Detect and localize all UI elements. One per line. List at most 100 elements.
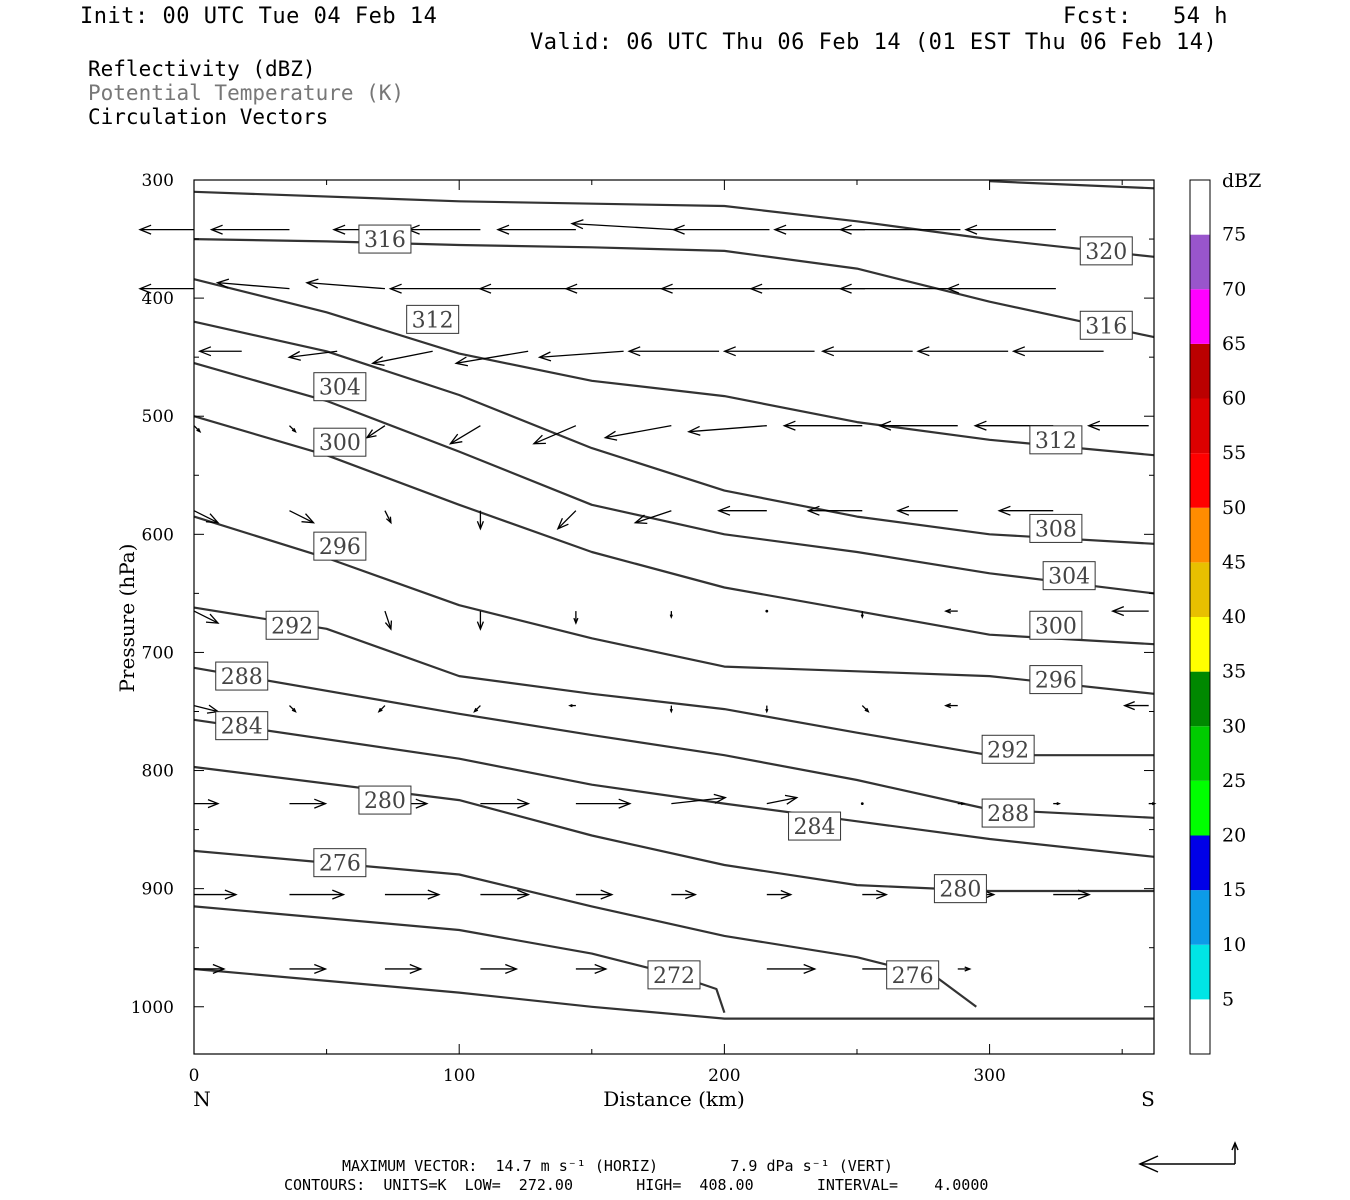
vector-dot [765, 609, 769, 613]
vector-1 [209, 224, 290, 235]
contour-label-box [313, 531, 367, 561]
vector-arrowhead [384, 620, 393, 631]
vector-dot [860, 802, 864, 806]
vector-47 [717, 505, 767, 516]
vector-25 [627, 346, 720, 357]
vector-56 [669, 611, 673, 619]
contour-label-box [1079, 236, 1133, 266]
contour-label-text: 284 [221, 715, 263, 740]
vector-84 [384, 889, 441, 900]
vector-arrowhead [305, 278, 319, 289]
vector-arrowhead [517, 889, 531, 900]
vector-40 [1086, 420, 1149, 431]
circulation-vectors [138, 219, 1157, 975]
colorbar-level-40: 40 [1222, 606, 1246, 628]
contour-label-19: 276 [313, 848, 367, 878]
contour-label-3: 316 [1079, 310, 1133, 340]
vector-83 [289, 889, 346, 900]
contour-label-box [313, 848, 367, 878]
contour-label-1: 320 [1079, 236, 1133, 266]
vector-arrowhead [448, 433, 463, 445]
colorbar-swatch-12 [1190, 343, 1210, 399]
colorbar-level-70: 70 [1222, 278, 1246, 300]
contour-line-292-6 [193, 606, 1154, 757]
contour-label-text: 280 [364, 789, 406, 814]
vector-38 [878, 420, 958, 431]
contour-label-box [1029, 513, 1083, 543]
colorbar-level-65: 65 [1222, 333, 1246, 355]
vector-28 [916, 346, 1009, 357]
contour-line-308-10 [193, 320, 1155, 545]
vector-26 [722, 346, 815, 357]
vector-shaft [539, 350, 624, 358]
vector-shaft [193, 510, 219, 524]
contour-label-16: 280 [358, 785, 412, 815]
contour-line-296-7 [193, 515, 1155, 695]
contour-line-320-13 [193, 190, 1155, 258]
colorbar-swatch-14 [1190, 234, 1210, 290]
contour-label-12: 288 [215, 661, 269, 691]
vector-63 [377, 705, 386, 713]
colorbar-swatch-9 [1190, 507, 1210, 563]
colorbar-level-55: 55 [1222, 442, 1246, 464]
colorbar-level-75: 75 [1222, 224, 1246, 246]
vector-arrowhead [685, 889, 698, 900]
contour-label-box [406, 304, 460, 334]
vector-arrowhead [896, 505, 910, 516]
vector-85 [480, 889, 531, 900]
vector-shaft [372, 350, 433, 364]
vector-arrowhead [570, 219, 584, 230]
vector-35 [603, 425, 672, 441]
init-time: Init: 00 UTC Tue 04 Feb 14 [80, 4, 438, 29]
vector-43 [384, 510, 392, 525]
colorbar-swatch-11 [1190, 398, 1210, 454]
vector-arrowhead [1151, 801, 1157, 806]
contour-label-10: 292 [265, 610, 319, 640]
vector-arrowhead [860, 614, 864, 619]
vector-arrowhead [476, 520, 485, 531]
contour-label-6: 312 [1029, 425, 1083, 455]
vector-59 [944, 608, 958, 614]
vector-92 [194, 963, 226, 975]
vector-19 [946, 283, 1056, 294]
vector-4 [496, 224, 576, 235]
vector-arrowhead [876, 889, 889, 900]
vector-arrowhead [627, 346, 641, 357]
vector-49 [896, 505, 958, 516]
vector-arrowhead [496, 224, 510, 235]
vector-shaft [384, 510, 392, 523]
contour-label-text: 296 [319, 535, 361, 560]
contour-line-312-11 [193, 278, 1155, 457]
contour-label-15: 292 [981, 734, 1035, 764]
colorbar-frame [1189, 179, 1211, 1055]
vector-arrowhead [332, 889, 346, 900]
colorbar-swatch-0 [1190, 999, 1210, 1054]
contour-label-text: 296 [1035, 669, 1077, 694]
vector-arrowhead [784, 794, 799, 805]
reference-arrowhead-horizontal [1138, 1155, 1159, 1173]
vector-93 [289, 963, 328, 975]
vector-45 [556, 510, 577, 530]
vector-arrowhead [556, 517, 569, 530]
contour-label-7: 308 [1029, 513, 1083, 543]
vector-arrowhead [564, 283, 578, 294]
vector-shaft [193, 610, 219, 624]
vector-arrowhead [782, 420, 796, 431]
vector-54 [476, 611, 485, 631]
vector-11 [215, 278, 290, 290]
vector-arrowhead [314, 963, 328, 975]
vector-20 [197, 346, 242, 357]
vector-78 [860, 802, 864, 806]
vector-arrowhead [385, 516, 392, 525]
vector-arrowhead [878, 420, 892, 431]
legend-reflectivity: Reflectivity (dBZ) [88, 57, 316, 81]
vector-arrowhead [196, 427, 202, 433]
vector-95 [480, 963, 519, 975]
contour-label-box [1029, 610, 1083, 640]
vector-arrowhead [749, 283, 763, 294]
vector-arrowhead [600, 889, 614, 900]
contour-label-14: 284 [215, 711, 269, 741]
vector-arrowhead [537, 351, 552, 362]
vector-shaft [384, 610, 392, 630]
